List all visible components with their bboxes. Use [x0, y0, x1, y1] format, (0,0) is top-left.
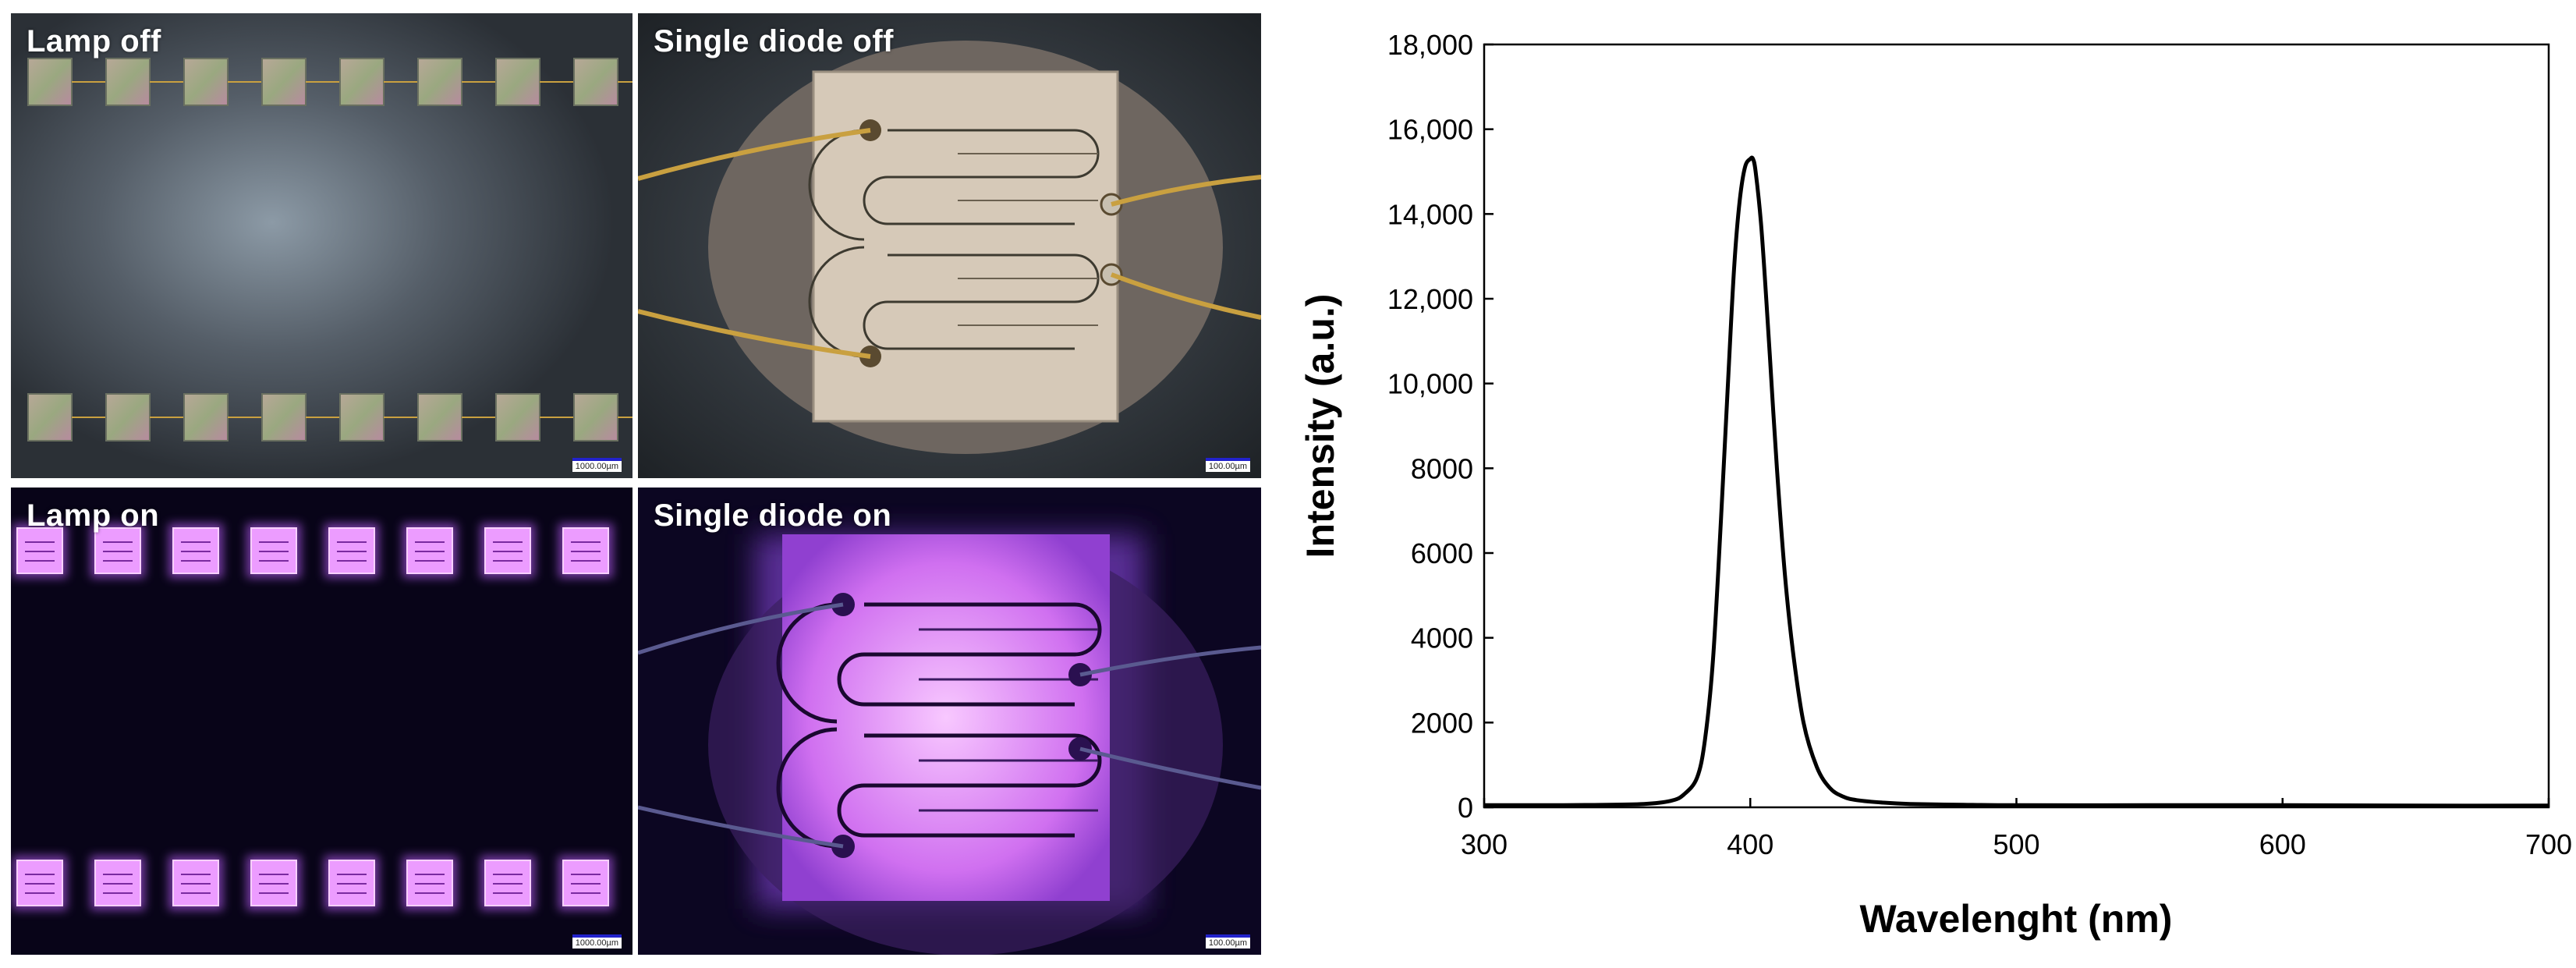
- chip: [339, 393, 384, 441]
- chip: [417, 393, 462, 441]
- chip: [183, 58, 229, 106]
- series-line: [1484, 155, 2549, 808]
- x-tick-label: 400: [1727, 828, 1773, 860]
- x-tick-label: 500: [1993, 828, 2039, 860]
- y-tick-label: 12,000: [1387, 283, 1473, 315]
- scale-bar: 100.00µm: [1205, 934, 1250, 948]
- x-axis-label: Wavelenght (nm): [1860, 897, 2173, 941]
- y-tick-label: 18,000: [1387, 29, 1473, 61]
- x-tick-label: 700: [2525, 828, 2572, 860]
- plot-frame: [1483, 43, 2550, 809]
- emission-spectrum-chart: 0 2000 4000 6000 8000 10,000 12,000 14,000 16,00…: [1299, 29, 2572, 941]
- chip: [261, 393, 306, 441]
- y-tick-label: 6000: [1411, 537, 1473, 569]
- x-tick-label: 300: [1461, 828, 1508, 860]
- scale-bar: 1000.00µm: [572, 934, 622, 948]
- chip: [105, 58, 151, 106]
- lamp-on-photo: Lamp on 1000.00µm: [11, 488, 632, 955]
- chip: [495, 58, 540, 106]
- chip-electrode: [415, 541, 445, 562]
- chip-electrode: [571, 874, 601, 894]
- y-tick-label: 0: [1458, 792, 1473, 824]
- single-diode-off-label: Single diode off: [654, 24, 894, 59]
- chip: [27, 393, 73, 441]
- lamp-off-label: Lamp off: [27, 24, 161, 59]
- chip-electrode: [25, 541, 55, 562]
- chip: [261, 58, 306, 106]
- single-diode-on-photo: Single diode on 100.00µm: [638, 488, 1261, 955]
- single-diode-off-image: [638, 13, 1261, 478]
- series-group: [1484, 155, 2549, 808]
- chip-electrode: [259, 541, 289, 562]
- y-tick-label: 8000: [1411, 452, 1473, 484]
- chip: [573, 393, 618, 441]
- y-tick-label: 14,000: [1387, 198, 1473, 230]
- chip: [328, 527, 375, 574]
- y-axis: 0 2000 4000 6000 8000 10,000 12,000 14,000 16,00…: [1387, 29, 1494, 824]
- chip: [105, 393, 151, 441]
- chip: [183, 393, 229, 441]
- x-tick-label: 600: [2259, 828, 2306, 860]
- scale-bar: 100.00µm: [1205, 458, 1250, 472]
- chip-electrode: [259, 874, 289, 894]
- y-axis-label: Intensity (a.u.): [1299, 294, 1342, 558]
- chip: [417, 58, 462, 106]
- chip: [27, 58, 73, 106]
- chip: [573, 58, 618, 106]
- chip-electrode: [571, 541, 601, 562]
- chip-electrode: [415, 874, 445, 894]
- lamp-on-image: [11, 488, 632, 955]
- chip-electrode: [25, 874, 55, 894]
- chip-electrode: [493, 874, 523, 894]
- chip-electrode: [181, 541, 211, 562]
- y-tick-label: 2000: [1411, 707, 1473, 739]
- chip-electrode: [103, 874, 133, 894]
- chip: [339, 58, 384, 106]
- chip-electrode: [181, 874, 211, 894]
- y-tick-label: 4000: [1411, 622, 1473, 654]
- lamp-off-photo: Lamp off 1000.00µm: [11, 13, 632, 478]
- chip: [495, 393, 540, 441]
- chip: [406, 860, 453, 906]
- single-diode-off-photo: Single diode off 100.00µm: [638, 13, 1261, 478]
- scale-bar: 1000.00µm: [572, 458, 622, 472]
- chip-electrode: [337, 541, 367, 562]
- single-diode-on-label: Single diode on: [654, 498, 892, 533]
- chip: [250, 527, 297, 574]
- lamp-off-image: [11, 13, 632, 478]
- chip-electrode: [337, 874, 367, 894]
- single-diode-on-image: [638, 488, 1261, 955]
- chip-electrode: [493, 541, 523, 562]
- chip-electrode: [103, 541, 133, 562]
- y-tick-label: 16,000: [1387, 114, 1473, 146]
- lamp-on-label: Lamp on: [27, 498, 160, 533]
- y-tick-label: 10,000: [1387, 368, 1473, 400]
